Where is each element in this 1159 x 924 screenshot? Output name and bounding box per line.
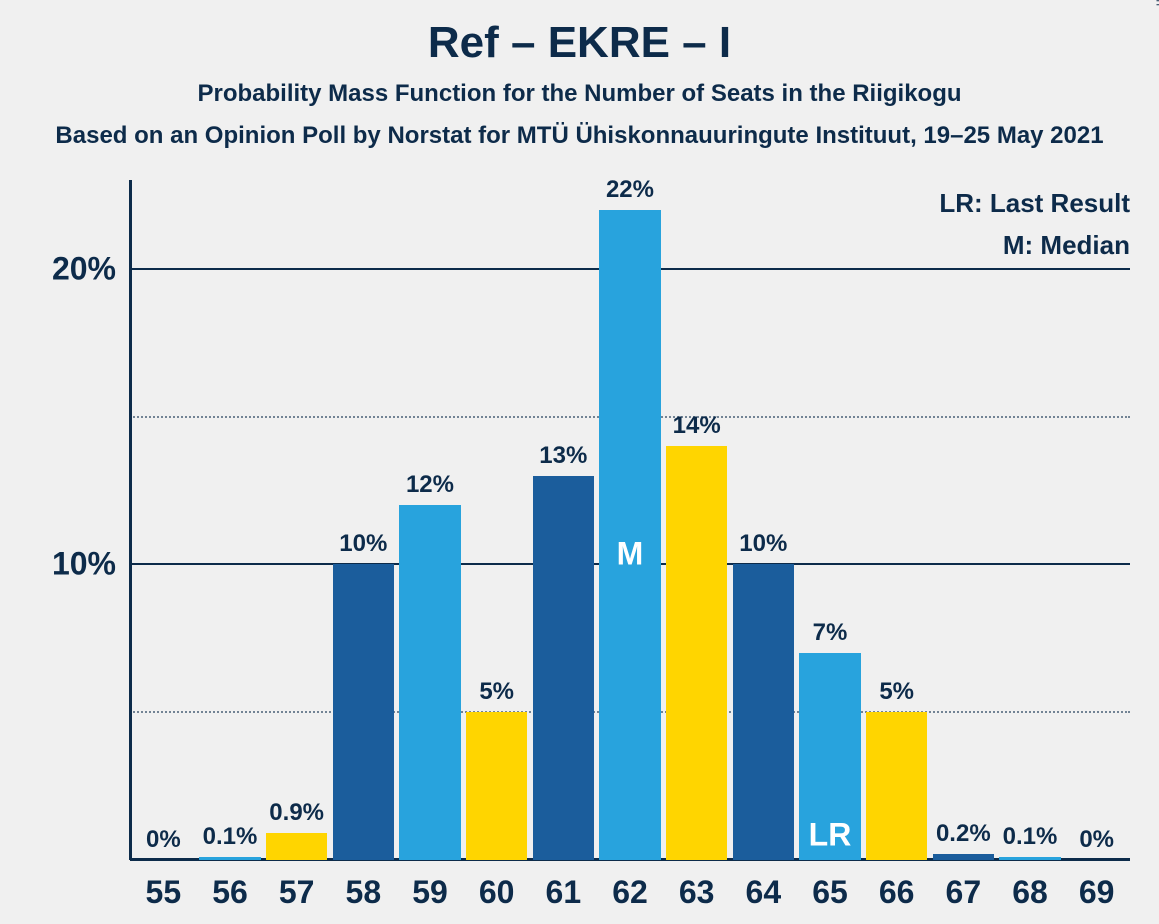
bar-value-label: 10% xyxy=(339,530,387,564)
bar-value-label: 0.9% xyxy=(269,799,324,833)
bar-value-label: 14% xyxy=(673,412,721,446)
chart-subtitle-2: Based on an Opinion Poll by Norstat for … xyxy=(0,122,1159,150)
xtick-label: 55 xyxy=(146,860,182,911)
xtick-label: 56 xyxy=(212,860,248,911)
bar: 14% xyxy=(666,446,727,860)
bar-value-label: 12% xyxy=(406,471,454,505)
chart-container: © 2021 Filip van Laenen Ref – EKRE – I P… xyxy=(0,0,1159,924)
bar-value-label: 0% xyxy=(146,826,181,860)
bar-value-label: 0% xyxy=(1079,826,1114,860)
bar-value-label: 7% xyxy=(813,619,848,653)
xtick-label: 66 xyxy=(879,860,915,911)
xtick-label: 64 xyxy=(746,860,782,911)
chart-title: Ref – EKRE – I xyxy=(0,0,1159,68)
xtick-label: 69 xyxy=(1079,860,1115,911)
bar: 7%LR xyxy=(799,653,860,860)
bar-value-label: 0.1% xyxy=(1003,823,1058,857)
bar: 0.9% xyxy=(266,833,327,860)
bar: 10% xyxy=(333,564,394,860)
bar-value-label: 5% xyxy=(879,678,914,712)
bar-inner-label: M xyxy=(617,536,644,573)
legend-lr: LR: Last Result xyxy=(939,188,1130,219)
ytick-label: 20% xyxy=(52,250,130,287)
chart-subtitle-1: Probability Mass Function for the Number… xyxy=(0,80,1159,108)
legend-m: M: Median xyxy=(1003,230,1130,261)
copyright-text: © 2021 Filip van Laenen xyxy=(1153,0,1159,6)
xtick-label: 57 xyxy=(279,860,315,911)
bar-value-label: 13% xyxy=(539,442,587,476)
bar: 22%M xyxy=(599,210,660,860)
xtick-label: 62 xyxy=(612,860,648,911)
bar: 10% xyxy=(733,564,794,860)
bar-value-label: 22% xyxy=(606,176,654,210)
xtick-label: 63 xyxy=(679,860,715,911)
xtick-label: 59 xyxy=(412,860,448,911)
bar: 12% xyxy=(399,505,460,860)
xtick-label: 65 xyxy=(812,860,848,911)
xtick-label: 68 xyxy=(1012,860,1048,911)
xtick-label: 67 xyxy=(946,860,982,911)
bar-inner-label: LR xyxy=(809,817,852,854)
bar-value-label: 0.2% xyxy=(936,820,991,854)
bar: 5% xyxy=(866,712,927,860)
xtick-label: 61 xyxy=(546,860,582,911)
xtick-label: 58 xyxy=(346,860,382,911)
bar: 5% xyxy=(466,712,527,860)
ytick-label: 10% xyxy=(52,546,130,583)
xtick-label: 60 xyxy=(479,860,515,911)
y-axis xyxy=(129,180,132,860)
bar-value-label: 10% xyxy=(739,530,787,564)
bar: 13% xyxy=(533,476,594,860)
bar-value-label: 5% xyxy=(479,678,514,712)
bar-value-label: 0.1% xyxy=(203,823,258,857)
plot-area: 10%20%0%0.1%0.9%10%12%5%13%22%M14%10%7%L… xyxy=(130,180,1130,860)
